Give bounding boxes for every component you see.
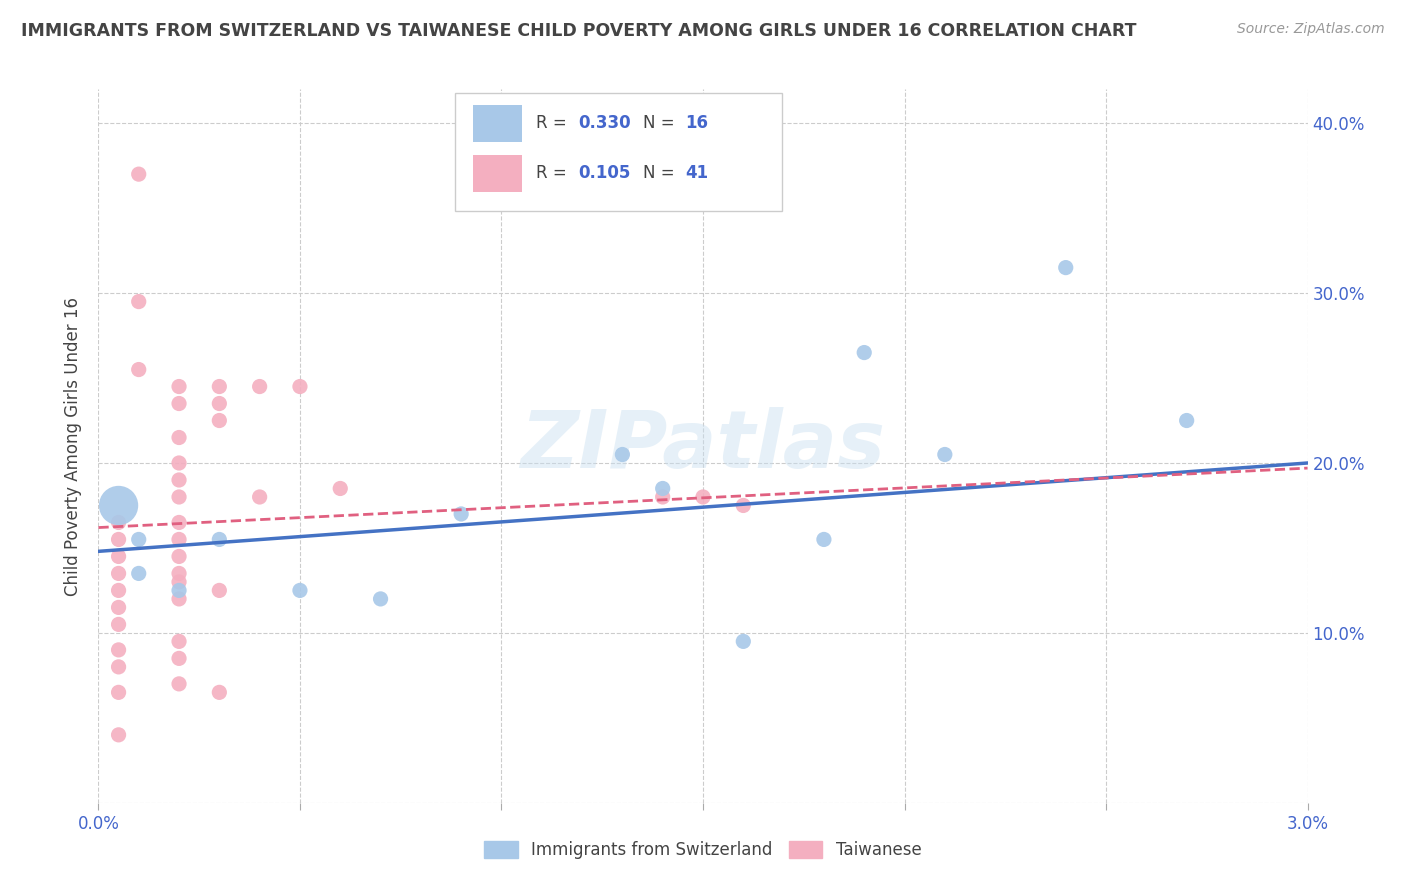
Point [651, 482, 673, 496]
Point [733, 499, 755, 513]
Point [1175, 413, 1198, 427]
Point [107, 728, 129, 742]
Point [167, 379, 190, 393]
Point [167, 583, 190, 598]
Text: Source: ZipAtlas.com: Source: ZipAtlas.com [1237, 22, 1385, 37]
Point [450, 507, 472, 521]
Point [934, 448, 956, 462]
Point [612, 448, 634, 462]
Text: 0.330: 0.330 [578, 114, 631, 132]
Point [208, 396, 231, 410]
Point [167, 591, 190, 606]
Point [853, 345, 876, 359]
Text: N =: N = [643, 114, 679, 132]
Point [651, 490, 673, 504]
Point [107, 643, 129, 657]
Point [107, 499, 129, 513]
Point [128, 566, 150, 581]
FancyBboxPatch shape [474, 155, 522, 192]
Point [107, 549, 129, 564]
Point [167, 634, 190, 648]
Point [128, 167, 150, 181]
Point [733, 634, 755, 648]
Point [167, 516, 190, 530]
Point [167, 651, 190, 665]
Point [167, 473, 190, 487]
Text: R =: R = [536, 164, 572, 182]
Point [329, 482, 352, 496]
Point [208, 583, 231, 598]
Point [288, 379, 311, 393]
Point [107, 600, 129, 615]
FancyBboxPatch shape [474, 105, 522, 142]
Point [249, 490, 271, 504]
Point [107, 617, 129, 632]
Point [167, 396, 190, 410]
Point [370, 591, 392, 606]
Point [167, 490, 190, 504]
Point [107, 583, 129, 598]
Point [167, 549, 190, 564]
Text: 41: 41 [685, 164, 709, 182]
Text: 16: 16 [685, 114, 707, 132]
Point [128, 533, 150, 547]
Text: 0.105: 0.105 [578, 164, 631, 182]
Point [167, 566, 190, 581]
Text: IMMIGRANTS FROM SWITZERLAND VS TAIWANESE CHILD POVERTY AMONG GIRLS UNDER 16 CORR: IMMIGRANTS FROM SWITZERLAND VS TAIWANESE… [21, 22, 1136, 40]
Point [249, 379, 271, 393]
Point [208, 685, 231, 699]
Point [128, 294, 150, 309]
Point [107, 566, 129, 581]
Point [107, 685, 129, 699]
Legend: Immigrants from Switzerland, Taiwanese: Immigrants from Switzerland, Taiwanese [478, 834, 928, 866]
Text: ZIPatlas: ZIPatlas [520, 407, 886, 485]
Point [128, 362, 150, 376]
FancyBboxPatch shape [456, 93, 782, 211]
Point [167, 430, 190, 444]
Point [167, 456, 190, 470]
Point [107, 533, 129, 547]
Text: R =: R = [536, 114, 572, 132]
Point [167, 574, 190, 589]
Text: N =: N = [643, 164, 679, 182]
Point [167, 533, 190, 547]
Point [208, 413, 231, 427]
Point [208, 379, 231, 393]
Point [107, 516, 129, 530]
Point [813, 533, 835, 547]
Point [107, 660, 129, 674]
Y-axis label: Child Poverty Among Girls Under 16: Child Poverty Among Girls Under 16 [65, 296, 83, 596]
Point [692, 490, 714, 504]
Point [1054, 260, 1077, 275]
Point [288, 583, 311, 598]
Point [208, 533, 231, 547]
Point [167, 677, 190, 691]
